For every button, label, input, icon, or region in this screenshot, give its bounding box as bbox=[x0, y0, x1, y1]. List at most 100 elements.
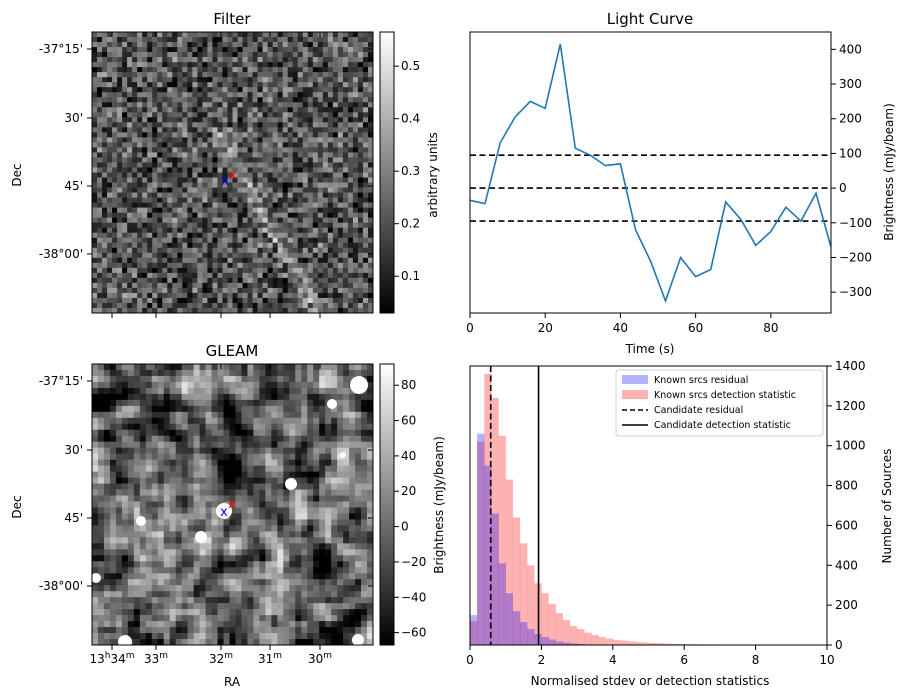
filter-pixel bbox=[182, 142, 188, 148]
filter-pixel bbox=[332, 57, 339, 63]
filter-pixel bbox=[272, 132, 278, 138]
gleam-pixel bbox=[343, 435, 350, 443]
gleam-pixel bbox=[145, 489, 153, 496]
gleam-pixel bbox=[97, 501, 105, 508]
filter-pixel bbox=[277, 42, 283, 48]
gleam-pixel bbox=[259, 567, 266, 574]
gleam-pixel bbox=[229, 423, 236, 431]
filter-pixel bbox=[112, 102, 118, 108]
gleam-pixel bbox=[295, 531, 302, 538]
filter-pixel bbox=[102, 277, 108, 284]
filter-pixel bbox=[337, 277, 344, 284]
filter-pixel bbox=[127, 162, 133, 168]
filter-pixel bbox=[107, 282, 113, 289]
filter-pixel bbox=[97, 267, 103, 274]
filter-pixel bbox=[262, 127, 268, 133]
filter-pixel bbox=[327, 137, 334, 143]
gleam-pixel bbox=[295, 471, 302, 478]
gleam-pixel bbox=[313, 489, 320, 496]
filter-pixel bbox=[217, 182, 223, 188]
filter-pixel bbox=[342, 222, 349, 228]
filter-pixel bbox=[327, 207, 334, 213]
filter-pixel bbox=[297, 202, 304, 208]
gleam-pixel bbox=[319, 393, 326, 401]
filter-pixel bbox=[337, 232, 344, 239]
filter-pixel bbox=[157, 257, 163, 264]
gleam-pixel bbox=[115, 381, 123, 389]
gleam-pixel bbox=[343, 519, 350, 526]
gleam-pixel bbox=[325, 423, 332, 431]
filter-pixel bbox=[277, 187, 283, 193]
gleam-pixel bbox=[127, 531, 135, 538]
gleam-pixel bbox=[349, 549, 356, 556]
filter-pixel bbox=[157, 42, 163, 48]
filter-pixel bbox=[102, 112, 108, 118]
filter-pixel bbox=[347, 102, 354, 108]
gleam-pixel bbox=[331, 375, 338, 383]
filter-pixel bbox=[262, 222, 268, 228]
gleam-pixel bbox=[283, 381, 290, 389]
gleam-pixel bbox=[169, 435, 176, 443]
gleam-pixel bbox=[319, 441, 326, 448]
filter-pixel bbox=[127, 292, 133, 299]
gleam-pixel bbox=[295, 495, 302, 502]
filter-pixel bbox=[187, 142, 193, 148]
gleam-pixel bbox=[163, 417, 171, 425]
gleam-pixel bbox=[205, 447, 212, 454]
filter-pixel bbox=[272, 72, 278, 78]
filter-pixel bbox=[297, 102, 304, 108]
filter-pixel bbox=[307, 297, 314, 304]
filter-pixel bbox=[102, 97, 108, 103]
filter-pixel bbox=[142, 117, 148, 123]
gleam-pixel bbox=[253, 507, 260, 514]
gleam-pixel bbox=[265, 417, 272, 425]
filter-pixel bbox=[142, 87, 148, 93]
filter-pixel bbox=[107, 152, 113, 158]
filter-pixel bbox=[192, 282, 198, 289]
filter-pixel bbox=[177, 302, 183, 309]
filter-pixel bbox=[257, 182, 263, 188]
filter-pixel bbox=[342, 182, 349, 188]
filter-pixel bbox=[237, 182, 243, 188]
filter-pixel bbox=[197, 87, 203, 93]
filter-pixel bbox=[342, 122, 349, 128]
filter-pixel bbox=[277, 147, 283, 153]
filter-pixel bbox=[342, 267, 349, 274]
gleam-pixel bbox=[271, 423, 278, 431]
filter-pixel bbox=[247, 62, 253, 68]
filter-pixel bbox=[147, 252, 153, 259]
filter-pixel bbox=[332, 182, 339, 188]
gleam-pixel bbox=[145, 369, 153, 377]
filter-pixel bbox=[197, 247, 203, 254]
gleam-pixel bbox=[307, 585, 314, 592]
filter-pixel bbox=[302, 37, 309, 43]
filter-pixel bbox=[142, 112, 148, 118]
gleam-pixel bbox=[319, 453, 326, 460]
gleam-pixel bbox=[283, 513, 290, 520]
filter-pixel bbox=[177, 287, 183, 294]
gleam-pixel bbox=[283, 489, 290, 496]
filter-pixel bbox=[322, 247, 329, 254]
filter-pixel bbox=[292, 157, 299, 163]
filter-pixel bbox=[262, 177, 268, 183]
gleam-pixel bbox=[349, 525, 356, 532]
filter-pixel bbox=[242, 57, 248, 63]
gleam-pixel bbox=[103, 519, 111, 526]
gleam-pixel bbox=[253, 585, 260, 592]
gleam-pixel bbox=[145, 513, 153, 520]
filter-pixel bbox=[172, 177, 178, 183]
gleam-pixel bbox=[343, 555, 350, 562]
filter-pixel bbox=[337, 72, 344, 78]
gleam-pixel bbox=[181, 364, 188, 371]
filter-pixel bbox=[132, 172, 138, 178]
gleam-pixel bbox=[199, 471, 206, 478]
filter-pixel bbox=[182, 302, 188, 309]
gleam-pixel bbox=[283, 531, 290, 538]
filter-pixel bbox=[252, 167, 258, 173]
gleam-pixel bbox=[343, 525, 350, 532]
gleam-pixel bbox=[92, 375, 99, 383]
filter-pixel bbox=[227, 152, 233, 158]
filter-pixel bbox=[212, 307, 218, 313]
filter-pixel bbox=[272, 57, 278, 63]
filter-pixel bbox=[327, 112, 334, 118]
